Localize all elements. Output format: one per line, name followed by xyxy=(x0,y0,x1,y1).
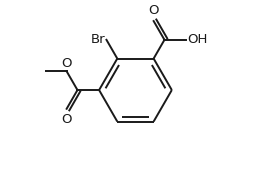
Text: Br: Br xyxy=(91,33,105,46)
Text: OH: OH xyxy=(187,33,207,46)
Text: O: O xyxy=(148,4,159,17)
Text: O: O xyxy=(62,113,72,126)
Text: O: O xyxy=(62,57,72,70)
